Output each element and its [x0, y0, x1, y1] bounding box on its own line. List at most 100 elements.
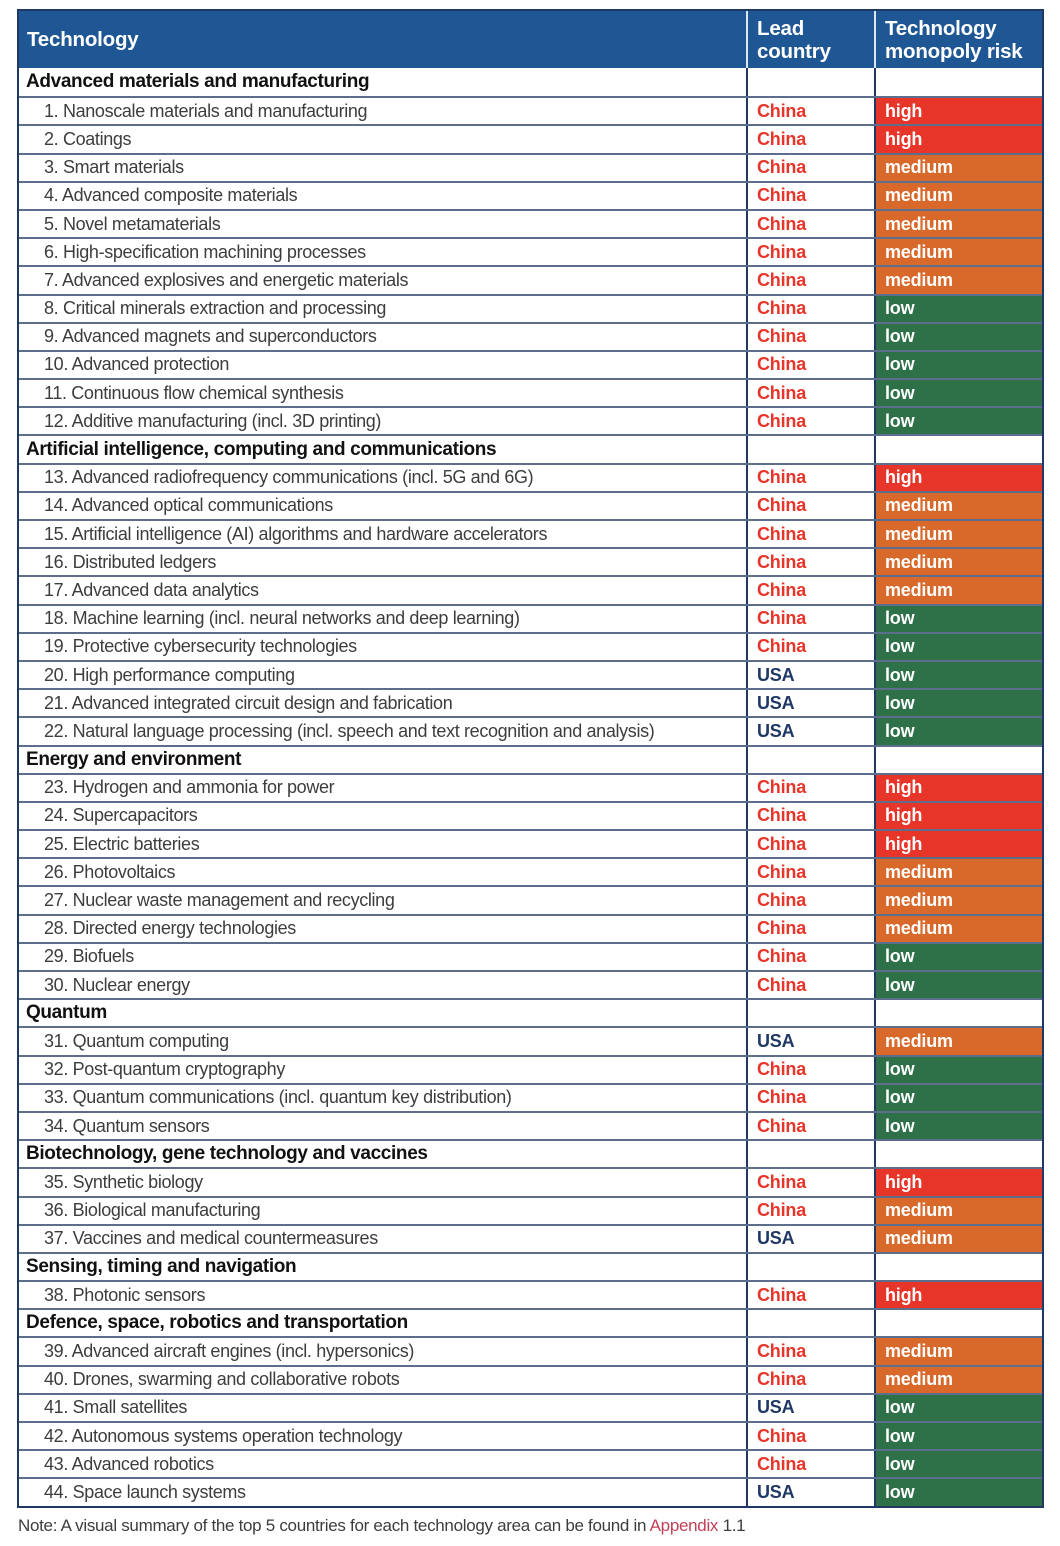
lead-country-cell: China	[748, 774, 876, 801]
risk-badge: medium	[876, 577, 1042, 604]
table-row: 13. Advanced radiofrequency communicatio…	[19, 462, 1042, 491]
section-title: Energy and environment	[19, 746, 748, 773]
table-row: 37. Vaccines and medical countermeasures…	[19, 1223, 1042, 1252]
table-row: 41. Small satellites USA low	[19, 1392, 1042, 1421]
table-row: 12. Additive manufacturing (incl. 3D pri…	[19, 406, 1042, 435]
technology-cell: 10. Advanced protection	[19, 351, 748, 379]
lead-country-cell: China	[748, 549, 876, 576]
risk-badge: high	[876, 98, 1042, 125]
lead-country-cell: China	[748, 915, 876, 942]
risk-badge: low	[876, 1112, 1042, 1140]
lead-country-cell: China	[748, 887, 876, 914]
technology-cell: 3. Smart materials	[19, 154, 748, 181]
risk-badge: low	[876, 633, 1042, 660]
technology-cell: 39. Advanced aircraft engines (incl. hyp…	[19, 1338, 748, 1365]
section-risk-cell	[876, 436, 1042, 462]
technology-cell: 31. Quantum computing	[19, 1028, 748, 1055]
table-row: 1. Nanoscale materials and manufacturing…	[19, 96, 1042, 125]
risk-badge: low	[876, 1056, 1042, 1083]
table-row: 15. Artificial intelligence (AI) algorit…	[19, 519, 1042, 548]
lead-country-cell: China	[748, 492, 876, 519]
table-row: 31. Quantum computing USA medium	[19, 1026, 1042, 1055]
risk-badge: low	[876, 295, 1042, 322]
lead-country-cell: China	[748, 323, 876, 350]
section-row: Energy and environment	[19, 744, 1042, 773]
section-country-cell	[748, 1310, 876, 1337]
lead-country-cell: China	[748, 1423, 876, 1450]
risk-badge: medium	[876, 887, 1042, 914]
section-title: Advanced materials and manufacturing	[19, 68, 748, 97]
table-row: 22. Natural language processing (incl. s…	[19, 716, 1042, 745]
risk-badge: low	[876, 1423, 1042, 1450]
table-row: 21. Advanced integrated circuit design a…	[19, 688, 1042, 717]
table-row: 4. Advanced composite materials China medi…	[19, 180, 1042, 209]
table-row: 42. Autonomous systems operation technol…	[19, 1421, 1042, 1450]
technology-cell: 25. Electric batteries	[19, 831, 748, 858]
risk-badge: medium	[876, 1197, 1042, 1224]
section-risk-cell	[876, 1254, 1042, 1280]
lead-country-cell: China	[748, 295, 876, 322]
lead-country-cell: USA	[748, 690, 876, 717]
risk-badge: medium	[876, 1028, 1042, 1055]
lead-country-cell: China	[748, 408, 876, 435]
risk-badge: high	[876, 126, 1042, 153]
risk-badge: medium	[876, 1225, 1042, 1252]
lead-country-cell: China	[748, 859, 876, 886]
technology-cell: 6. High-specification machining processe…	[19, 239, 748, 266]
appendix-link[interactable]: Appendix	[649, 1516, 719, 1535]
risk-badge: medium	[876, 521, 1042, 548]
lead-country-cell: China	[748, 1282, 876, 1309]
technology-cell: 16. Distributed ledgers	[19, 549, 748, 576]
lead-country-cell: China	[748, 182, 876, 209]
section-row: Biotechnology, gene technology and vacci…	[19, 1139, 1042, 1168]
risk-badge: medium	[876, 859, 1042, 886]
technology-cell: 34. Quantum sensors	[19, 1112, 748, 1140]
section-title: Defence, space, robotics and transportat…	[19, 1310, 748, 1337]
lead-country-cell: China	[748, 210, 876, 238]
table-header-row: Technology Lead country Technology monop…	[19, 11, 1042, 68]
table-row: 18. Machine learning (incl. neural netwo…	[19, 603, 1042, 632]
table-row: 11. Continuous flow chemical synthesis Ch…	[19, 378, 1042, 407]
table-row: 38. Photonic sensors China high	[19, 1280, 1042, 1309]
risk-badge: medium	[876, 154, 1042, 181]
table-row: 6. High-specification machining processe…	[19, 237, 1042, 266]
technology-cell: 33. Quantum communications (incl. quantu…	[19, 1084, 748, 1111]
lead-country-cell: China	[748, 1366, 876, 1393]
technology-cell: 29. Biofuels	[19, 943, 748, 970]
table-row: 43. Advanced robotics China low	[19, 1449, 1042, 1478]
technology-cell: 20. High performance computing	[19, 661, 748, 689]
risk-badge: low	[876, 1451, 1042, 1478]
technology-cell: 26. Photovoltaics	[19, 859, 748, 886]
risk-badge: low	[876, 351, 1042, 379]
lead-country-cell: China	[748, 1056, 876, 1083]
section-row: Defence, space, robotics and transportat…	[19, 1308, 1042, 1337]
header-monopoly-risk: Technology monopoly risk	[885, 16, 1023, 63]
risk-badge: medium	[876, 549, 1042, 576]
table-row: 14. Advanced optical communications China…	[19, 490, 1042, 519]
table-row: 17. Advanced data analytics China medium	[19, 575, 1042, 604]
lead-country-cell: China	[748, 98, 876, 125]
risk-badge: high	[876, 1169, 1042, 1196]
risk-badge: low	[876, 690, 1042, 717]
technology-cell: 17. Advanced data analytics	[19, 577, 748, 604]
section-title: Sensing, timing and navigation	[19, 1253, 748, 1281]
lead-country-cell: USA	[748, 661, 876, 689]
section-risk-cell	[876, 747, 1042, 773]
footnote-suffix: 1.1	[718, 1516, 746, 1535]
technology-cell: 1. Nanoscale materials and manufacturing	[19, 98, 748, 125]
table-row: 36. Biological manufacturing China medium	[19, 1195, 1042, 1224]
table-row: 30. Nuclear energy China low	[19, 970, 1042, 999]
table-row: 3. Smart materials China medium	[19, 152, 1042, 181]
technology-cell: 7. Advanced explosives and energetic mat…	[19, 267, 748, 294]
risk-badge: medium	[876, 267, 1042, 294]
lead-country-cell: China	[748, 239, 876, 266]
technology-cell: 23. Hydrogen and ammonia for power	[19, 774, 748, 801]
lead-country-cell: China	[748, 1112, 876, 1140]
section-country-cell	[748, 68, 876, 97]
header-technology: Technology	[19, 11, 748, 68]
lead-country-cell: China	[748, 267, 876, 294]
technology-cell: 40. Drones, swarming and collaborative r…	[19, 1366, 748, 1393]
lead-country-cell: China	[748, 521, 876, 548]
lead-country-cell: USA	[748, 1479, 876, 1506]
risk-badge: high	[876, 774, 1042, 801]
